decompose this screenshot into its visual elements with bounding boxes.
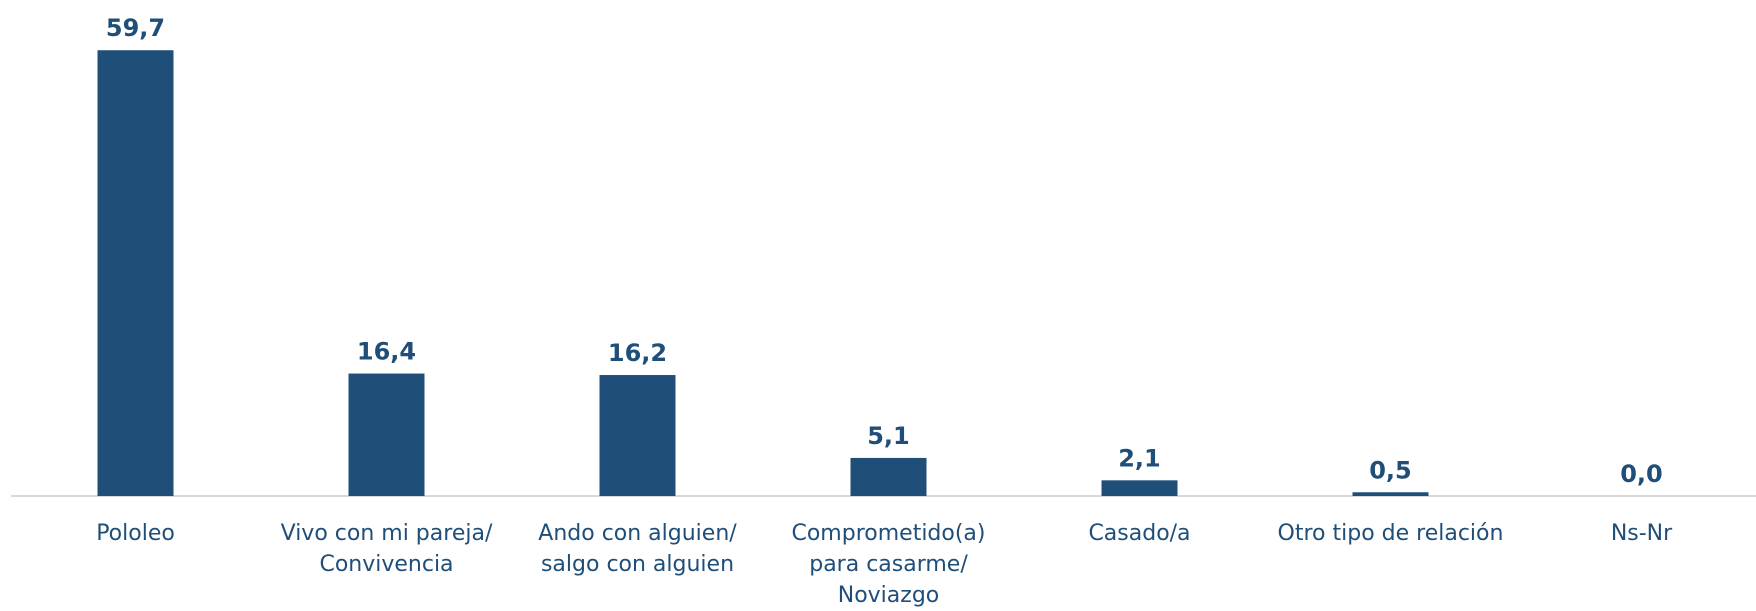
x-tick-label: Casado/a — [1088, 521, 1191, 546]
data-label: 0,5 — [1369, 456, 1412, 484]
bar — [1352, 492, 1429, 496]
bar — [97, 50, 174, 497]
bar — [348, 373, 425, 496]
bar — [850, 457, 927, 496]
data-label: 5,1 — [867, 422, 910, 450]
data-label: 16,4 — [357, 338, 416, 366]
x-tick-label: Comprometido(a) para casarme/ Noviazgo — [791, 521, 986, 608]
x-tick-label: Ando con alguien/ salgo con alguien — [538, 521, 737, 577]
data-label: 59,7 — [106, 14, 165, 42]
x-tick-label: Pololeo — [96, 521, 175, 546]
x-tick-label: Ns-Nr — [1610, 521, 1673, 546]
data-label: 0,0 — [1620, 460, 1663, 488]
bar — [1101, 480, 1178, 496]
data-label: 2,1 — [1118, 444, 1161, 472]
bar — [599, 375, 676, 496]
x-tick-label: Vivo con mi pareja/ Convivencia — [280, 521, 493, 577]
x-tick-label: Otro tipo de relación — [1277, 521, 1504, 546]
data-label: 16,2 — [608, 339, 667, 367]
